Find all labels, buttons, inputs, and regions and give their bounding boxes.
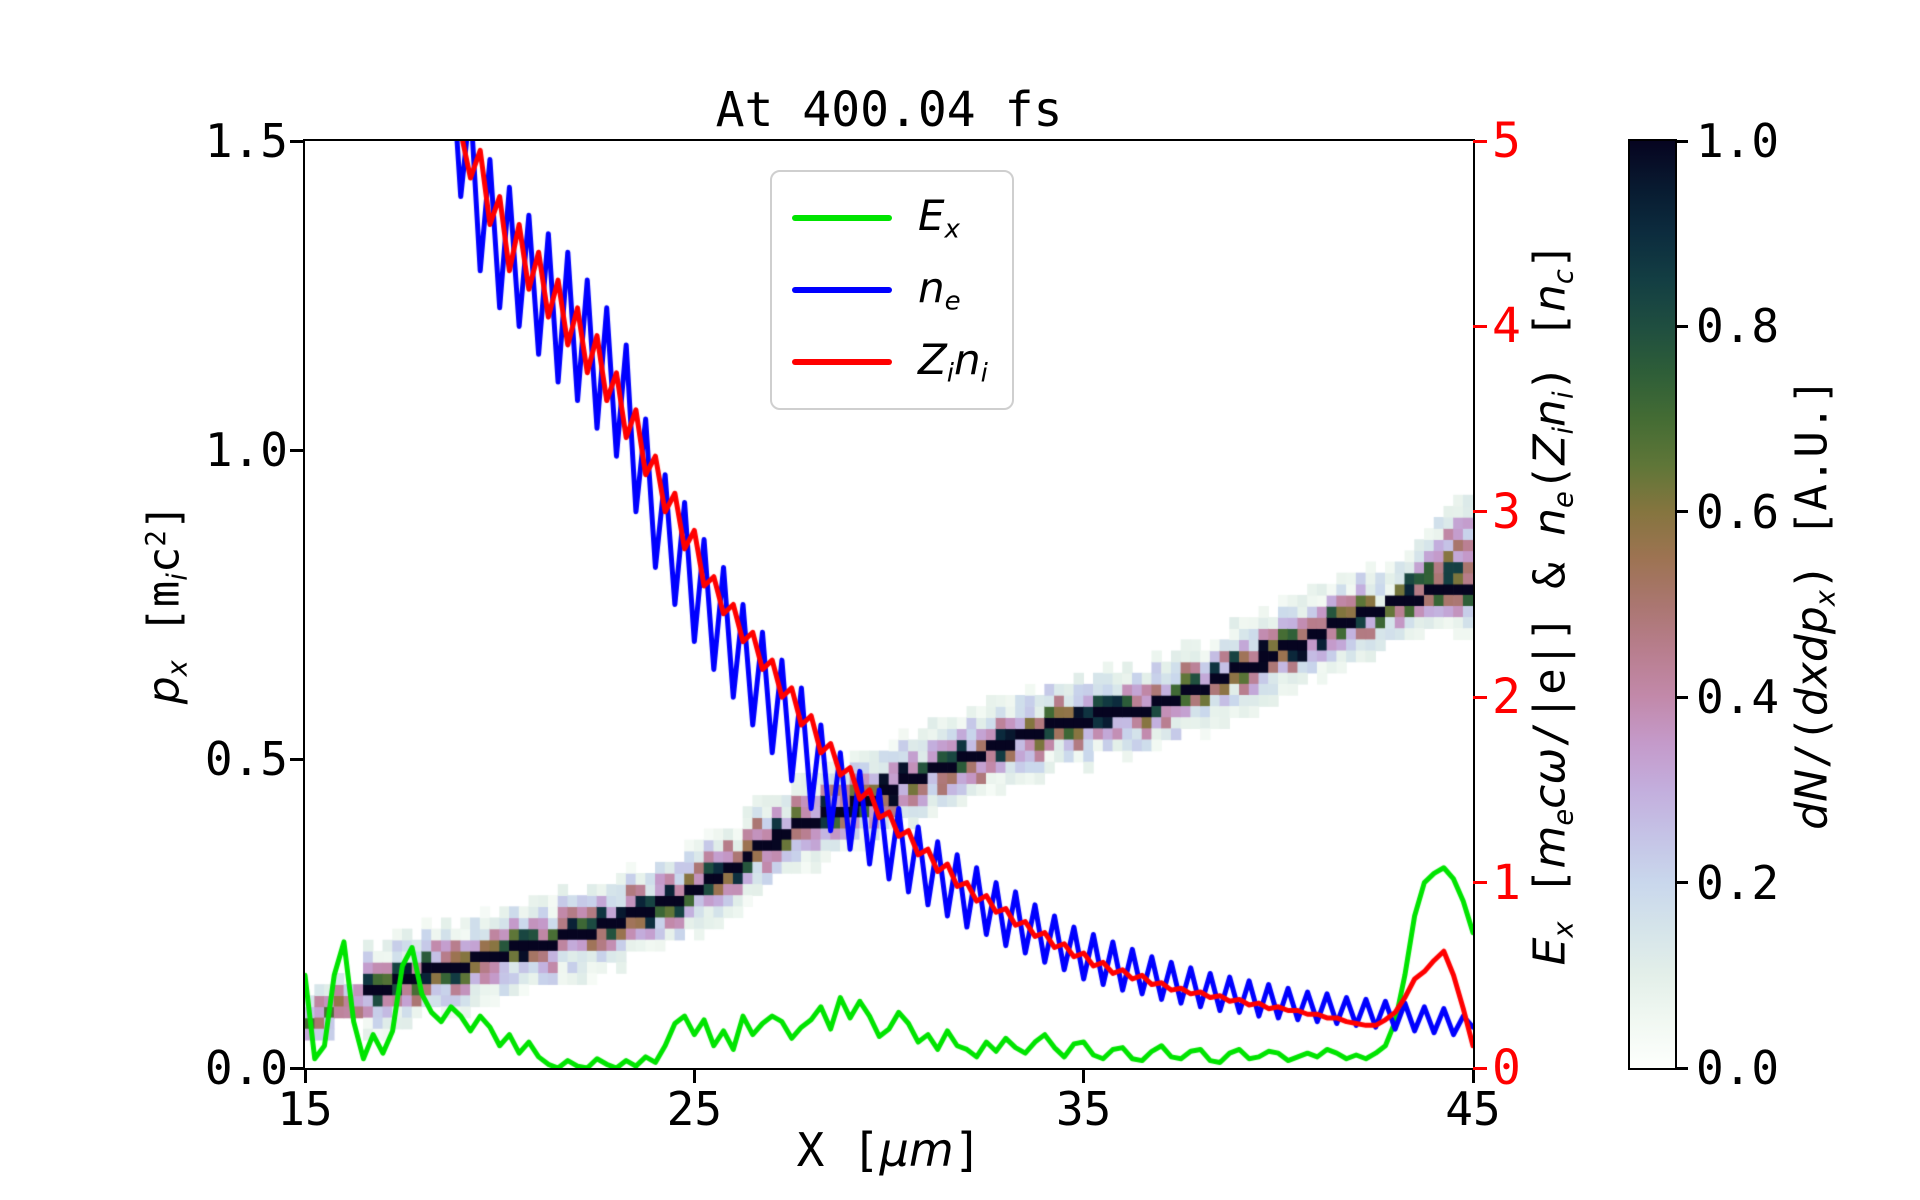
right-tick-label: 0: [1492, 1040, 1521, 1096]
label-segment: i: [946, 358, 955, 389]
legend-entry-ex: Ex: [792, 191, 1012, 245]
colorbar-tick-label: 1.0: [1696, 114, 1780, 168]
label-segment: /|e|] &: [1524, 535, 1576, 748]
legend-label: Ex: [918, 191, 960, 244]
right-tick-label: 1: [1492, 854, 1521, 911]
label-segment: (: [1524, 464, 1576, 492]
y-tick-mark: [290, 757, 303, 761]
plot-title: At 400.04 fs: [715, 82, 1063, 138]
label-segment: e: [1548, 491, 1580, 508]
plot-axes-frame: [303, 139, 1475, 1070]
x-tick-label: 15: [277, 1082, 333, 1136]
legend-line-sample: [792, 215, 892, 221]
y-tick-mark: [290, 1066, 303, 1070]
legend-entry-ne: ne: [792, 263, 1012, 317]
right-tick-mark: [1473, 1066, 1487, 1070]
label-segment: x: [944, 214, 960, 245]
legend-line-sample: [792, 287, 892, 293]
x-axis-label: X [μm]: [797, 1123, 982, 1177]
label-segment: n: [918, 263, 945, 313]
label-segment: n: [954, 335, 981, 385]
right-tick-label: 5: [1492, 113, 1521, 169]
legend: Ex ne Zini: [770, 170, 1014, 410]
colorbar-tick-label: 0.0: [1696, 1041, 1780, 1095]
label-segment: i: [162, 573, 194, 581]
right-tick-mark: [1473, 324, 1487, 328]
y-tick-mark: [290, 139, 303, 143]
colorbar-label: dN/(dxdpx) [A.U.]: [1787, 378, 1842, 830]
y-axis-label: px [mic2]: [139, 504, 194, 705]
label-segment: ) [A.U.]: [1786, 378, 1838, 591]
label-segment: dxdp: [1786, 606, 1838, 717]
label-segment: e: [1548, 808, 1580, 826]
label-segment: Z: [918, 335, 947, 385]
y-tick-mark: [290, 448, 303, 452]
x-tick-label: 35: [1055, 1082, 1112, 1136]
legend-entry-zini: Zini: [792, 335, 1012, 389]
label-segment: Z: [1524, 434, 1576, 465]
right-tick-mark: [1473, 139, 1487, 143]
legend-label: ne: [918, 263, 961, 316]
label-segment: ]: [1524, 242, 1576, 270]
colorbar-tick-mark: [1677, 881, 1688, 885]
colorbar-tick-label: 0.2: [1696, 855, 1780, 910]
colorbar-tick-mark: [1677, 695, 1688, 699]
x-tick-mark: [692, 1070, 696, 1083]
x-tick-mark: [303, 1070, 307, 1083]
x-tick-mark: [1471, 1070, 1475, 1083]
right-tick-mark: [1473, 695, 1487, 699]
right-axis-label: Ex [mecω/|e|] & ne(Zini) [nc]: [1525, 243, 1580, 966]
colorbar-tick-mark: [1677, 510, 1688, 514]
x-tick-label: 45: [1445, 1082, 1501, 1136]
colorbar-tick-mark: [1677, 139, 1688, 143]
label-segment: E: [918, 191, 945, 241]
label-segment: [m: [138, 580, 190, 661]
x-tick-label: 25: [666, 1082, 723, 1136]
label-segment: ]: [138, 503, 190, 531]
label-segment: p: [138, 676, 190, 705]
label-segment: c: [1548, 269, 1580, 285]
label-segment: x: [162, 660, 194, 677]
label-segment: n: [1524, 507, 1576, 536]
label-segment: x: [1810, 590, 1842, 607]
label-segment: n: [1524, 284, 1576, 312]
label-segment: μm: [879, 1123, 954, 1177]
label-segment: i: [1548, 426, 1580, 435]
label-segment: /(: [1786, 716, 1838, 770]
right-tick-mark: [1473, 510, 1487, 514]
label-segment: 2: [141, 530, 173, 547]
y-tick-label: 1.5: [204, 114, 288, 168]
label-segment: ]: [953, 1123, 982, 1177]
label-segment: cω: [1524, 747, 1576, 809]
label-segment: dN: [1786, 769, 1838, 830]
right-tick-mark: [1473, 881, 1487, 885]
y-tick-label: 1.0: [204, 423, 288, 477]
label-segment: [: [1524, 868, 1576, 922]
label-segment: x: [1548, 921, 1580, 938]
colorbar-tick-label: 0.4: [1696, 670, 1780, 725]
label-segment: i: [980, 358, 988, 389]
legend-line-sample: [792, 359, 892, 365]
y-tick-label: 0.0: [204, 1041, 288, 1095]
colorbar: [1628, 139, 1677, 1070]
legend-label: Zini: [918, 335, 988, 388]
x-tick-mark: [1082, 1070, 1086, 1083]
right-tick-label: 4: [1492, 298, 1521, 355]
label-segment: ) [: [1524, 311, 1576, 392]
colorbar-tick-mark: [1677, 1066, 1688, 1070]
colorbar-tick-label: 0.8: [1696, 299, 1780, 354]
colorbar-tick-label: 0.6: [1696, 484, 1780, 539]
label-segment: e: [944, 286, 961, 317]
right-tick-label: 2: [1492, 669, 1521, 726]
y-tick-label: 0.5: [204, 732, 288, 786]
right-tick-label: 3: [1492, 483, 1521, 540]
colorbar-tick-mark: [1677, 324, 1688, 328]
label-segment: n: [1524, 399, 1576, 427]
label-segment: c: [138, 546, 190, 574]
label-segment: E: [1524, 937, 1576, 966]
label-segment: X [: [796, 1123, 880, 1177]
label-segment: m: [1524, 825, 1576, 869]
label-segment: i: [1548, 391, 1580, 400]
